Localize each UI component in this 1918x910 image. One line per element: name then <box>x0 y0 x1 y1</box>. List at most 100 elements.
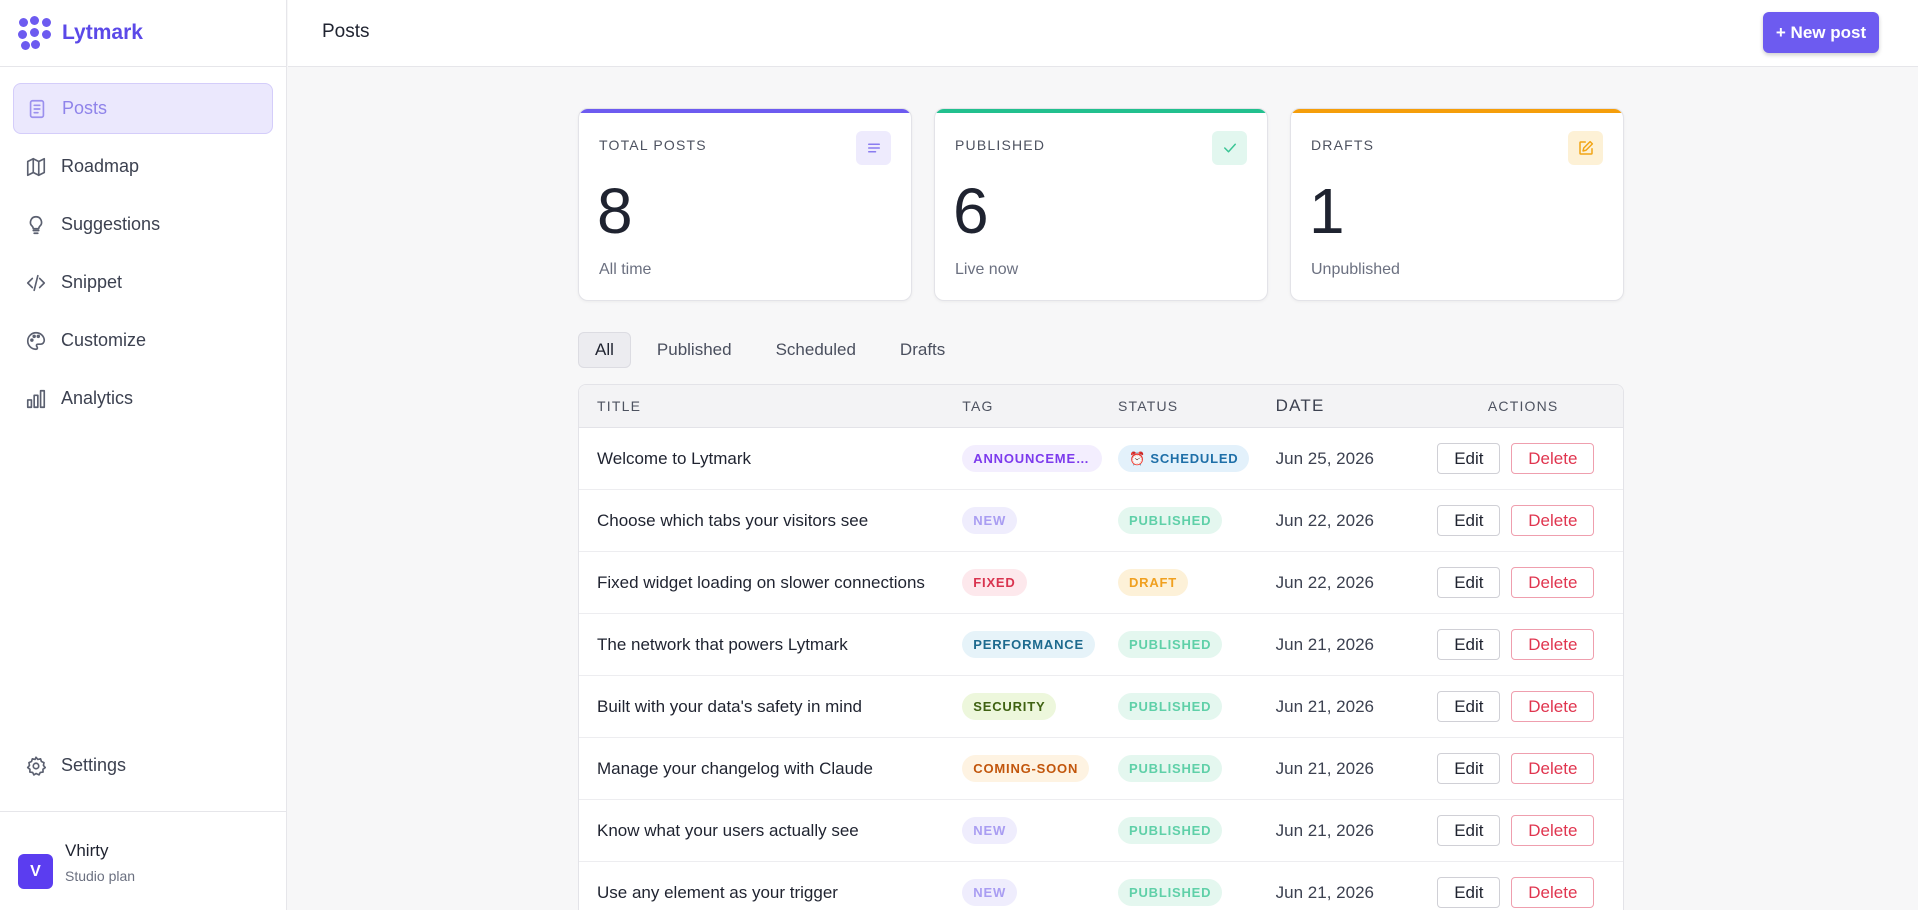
table-row[interactable]: Choose which tabs your visitors see NEW PU… <box>579 490 1623 552</box>
edit-button[interactable]: Edit <box>1437 815 1501 846</box>
code-icon <box>26 274 46 291</box>
table-row[interactable]: Fixed widget loading on slower connectio… <box>579 552 1623 614</box>
status-badge: PUBLISHED <box>1117 693 1223 720</box>
status-badge: PUBLISHED <box>1117 879 1223 906</box>
delete-button[interactable]: Delete <box>1511 877 1595 908</box>
stat-subtitle: Live now <box>955 261 1019 278</box>
stat-subtitle: Unpublished <box>1311 261 1400 278</box>
lightbulb-icon <box>29 215 43 234</box>
table-row[interactable]: Manage your changelog with Claude COMING-… <box>579 738 1623 800</box>
sidebar-item-snippet[interactable]: Snippet <box>13 257 273 308</box>
tag-badge: COMING-SOON <box>962 755 1090 782</box>
brand-logo-icon <box>18 16 52 50</box>
status-badge: ⏰ SCHEDULED <box>1117 445 1250 472</box>
delete-button[interactable]: Delete <box>1511 753 1595 784</box>
post-title[interactable]: Manage your changelog with Claude <box>597 758 873 778</box>
stat-value: 1 <box>1309 175 1345 247</box>
tag-badge: ANNOUNCEMENT <box>962 445 1103 472</box>
post-date: Jun 25, 2026 <box>1275 448 1374 468</box>
map-icon <box>26 157 46 176</box>
edit-button[interactable]: Edit <box>1437 629 1501 660</box>
stat-card-total: TOTAL POSTS 8 All time <box>578 108 912 301</box>
delete-button[interactable]: Delete <box>1511 691 1595 722</box>
table-row[interactable]: Use any element as your trigger NEW PUBLIS… <box>579 862 1623 910</box>
post-title[interactable]: Use any element as your trigger <box>597 882 838 902</box>
stat-subtitle: All time <box>599 261 652 278</box>
post-date: Jun 21, 2026 <box>1275 634 1374 654</box>
post-date: Jun 21, 2026 <box>1275 882 1374 902</box>
post-date: Jun 22, 2026 <box>1275 510 1374 530</box>
stat-accent-bar <box>935 109 1267 113</box>
edit-button[interactable]: Edit <box>1437 877 1501 908</box>
sidebar-item-label: Suggestions <box>61 214 161 234</box>
tab-all[interactable]: All <box>578 332 631 368</box>
main-content: TOTAL POSTS 8 All time PUBLISHED 6 Live … <box>578 108 1624 910</box>
sidebar-item-label: Settings <box>61 755 127 775</box>
stat-accent-bar <box>1291 109 1623 113</box>
sidebar-item-customize[interactable]: Customize <box>13 315 273 366</box>
new-post-button[interactable]: + New post <box>1763 12 1879 53</box>
table-body: Welcome to Lytmark ANNOUNCEMENT ⏰ SCHEDULE… <box>579 428 1623 910</box>
user-account[interactable]: V Vhirty Studio plan <box>0 811 287 910</box>
tag-badge: FIXED <box>962 569 1027 596</box>
stat-label: PUBLISHED <box>955 137 1046 153</box>
delete-button[interactable]: Delete <box>1511 443 1595 474</box>
table-row[interactable]: Welcome to Lytmark ANNOUNCEMENT ⏰ SCHEDULE… <box>579 428 1623 490</box>
table-row[interactable]: The network that powers Lytmark PERFORMAN… <box>579 614 1623 676</box>
avatar: V <box>18 854 53 889</box>
table-row[interactable]: Built with your data's safety in mind SEC… <box>579 676 1623 738</box>
post-title[interactable]: The network that powers Lytmark <box>597 634 848 654</box>
stat-accent-bar <box>579 109 911 113</box>
column-header-title: TITLE <box>597 398 642 414</box>
stat-card-drafts: DRAFTS 1 Unpublished <box>1290 108 1624 301</box>
stat-card-published: PUBLISHED 6 Live now <box>934 108 1268 301</box>
status-badge: DRAFT <box>1117 569 1189 596</box>
brand[interactable]: Lytmark <box>0 0 286 67</box>
status-badge: PUBLISHED <box>1117 507 1223 534</box>
post-date: Jun 21, 2026 <box>1275 758 1374 778</box>
tab-published[interactable]: Published <box>656 340 732 359</box>
delete-button[interactable]: Delete <box>1511 505 1595 536</box>
post-title[interactable]: Built with your data's safety in mind <box>597 696 862 716</box>
post-date: Jun 22, 2026 <box>1275 572 1374 592</box>
sidebar-item-label: Posts <box>62 98 108 118</box>
delete-button[interactable]: Delete <box>1511 815 1595 846</box>
table-header: TITLE TAG STATUS DATE ACTIONS <box>579 385 1623 428</box>
post-title[interactable]: Choose which tabs your visitors see <box>597 510 869 530</box>
post-date: Jun 21, 2026 <box>1275 820 1374 840</box>
column-header-status: STATUS <box>1117 398 1179 414</box>
post-title[interactable]: Welcome to Lytmark <box>597 448 751 468</box>
palette-icon <box>27 331 46 350</box>
delete-button[interactable]: Delete <box>1511 629 1595 660</box>
stat-label: TOTAL POSTS <box>599 137 707 153</box>
sidebar-item-analytics[interactable]: Analytics <box>13 373 273 424</box>
edit-button[interactable]: Edit <box>1437 753 1501 784</box>
sidebar-item-roadmap[interactable]: Roadmap <box>13 141 273 192</box>
tag-badge: NEW <box>962 817 1018 844</box>
sidebar-item-label: Customize <box>61 330 147 350</box>
check-icon <box>1212 131 1247 165</box>
edit-button[interactable]: Edit <box>1437 443 1501 474</box>
tag-badge: PERFORMANCE <box>962 631 1095 658</box>
post-title[interactable]: Fixed widget loading on slower connectio… <box>597 572 925 592</box>
stat-value: 8 <box>597 175 633 247</box>
stat-label: DRAFTS <box>1311 137 1375 153</box>
edit-button[interactable]: Edit <box>1437 691 1501 722</box>
edit-button[interactable]: Edit <box>1437 505 1501 536</box>
tab-drafts[interactable]: Drafts <box>899 340 946 359</box>
sidebar-item-suggestions[interactable]: Suggestions <box>13 199 273 250</box>
bar-chart-icon <box>26 389 46 408</box>
posts-table: TITLE TAG STATUS DATE ACTIONS Welcome to… <box>578 384 1624 910</box>
sidebar-item-posts[interactable]: Posts <box>13 83 273 134</box>
tag-badge: NEW <box>962 507 1018 534</box>
post-title[interactable]: Know what your users actually see <box>597 820 859 840</box>
table-row[interactable]: Know what your users actually see NEW PUBL… <box>579 800 1623 862</box>
delete-button[interactable]: Delete <box>1511 567 1595 598</box>
tab-scheduled[interactable]: Scheduled <box>775 340 856 359</box>
sidebar-item-settings[interactable]: Settings <box>13 740 274 791</box>
sidebar-nav: Posts Roadmap Suggestions Snippet Custom… <box>0 67 286 447</box>
document-icon <box>29 99 45 118</box>
gear-icon <box>26 755 46 776</box>
post-date: Jun 21, 2026 <box>1275 696 1374 716</box>
edit-button[interactable]: Edit <box>1437 567 1501 598</box>
